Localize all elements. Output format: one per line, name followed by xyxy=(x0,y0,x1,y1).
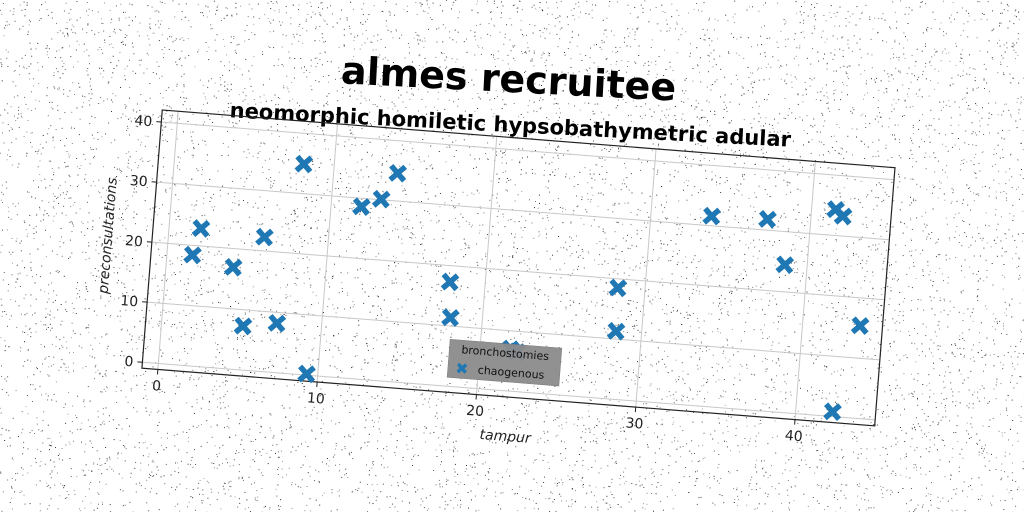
x-gridline xyxy=(316,123,338,383)
data-point xyxy=(183,245,202,265)
y-gridline xyxy=(156,181,890,241)
data-point xyxy=(775,255,795,275)
y-tick-label: 10 xyxy=(120,293,139,310)
data-point xyxy=(440,272,460,292)
data-point xyxy=(297,364,316,384)
x-gridline xyxy=(635,148,657,408)
data-point xyxy=(233,316,253,336)
data-point xyxy=(191,219,211,238)
plot-area: 0 10 20 30 40 0 10 20 30 40 tampur preconsultations… xyxy=(96,109,896,447)
data-point xyxy=(223,257,243,277)
data-point xyxy=(606,321,626,341)
y-axis-label: preconsultations xyxy=(96,177,121,296)
x-tick-label: 0 xyxy=(151,378,161,395)
data-point xyxy=(823,402,842,422)
y-gridline xyxy=(147,301,880,361)
data-point xyxy=(352,197,371,216)
y-tick-label: 0 xyxy=(124,354,134,371)
legend-series-label: chaogenous xyxy=(477,364,545,382)
y-tick-label: 30 xyxy=(129,173,148,190)
x-tick-label: 40 xyxy=(784,428,803,445)
y-tick-label: 20 xyxy=(124,233,143,250)
chart-subtitle: neomorphic homiletic hypsobathymetric ad… xyxy=(229,98,792,151)
data-point xyxy=(388,163,408,183)
data-point xyxy=(702,206,721,226)
legend-marker xyxy=(456,362,468,374)
x-gridline xyxy=(157,111,179,370)
x-tick-label: 20 xyxy=(466,403,485,420)
y-gridline xyxy=(161,121,895,181)
x-tick-label: 30 xyxy=(625,415,644,432)
y-gridline xyxy=(142,361,876,421)
data-point xyxy=(371,189,391,209)
data-point xyxy=(441,308,460,327)
chart-title: almes recruitee xyxy=(340,48,677,109)
data-point xyxy=(294,154,314,174)
y-gridline xyxy=(151,241,885,301)
x-tick-label: 10 xyxy=(306,390,325,407)
data-point xyxy=(608,278,628,298)
y-tick-label: 40 xyxy=(134,113,153,130)
data-point xyxy=(255,227,274,247)
data-point xyxy=(758,209,777,229)
legend-box xyxy=(446,339,563,387)
data-point xyxy=(833,206,853,226)
data-point xyxy=(850,316,870,335)
data-point xyxy=(267,313,287,333)
x-axis-label: tampur xyxy=(479,427,533,447)
x-gridline xyxy=(794,161,816,420)
plot-frame xyxy=(141,109,896,427)
